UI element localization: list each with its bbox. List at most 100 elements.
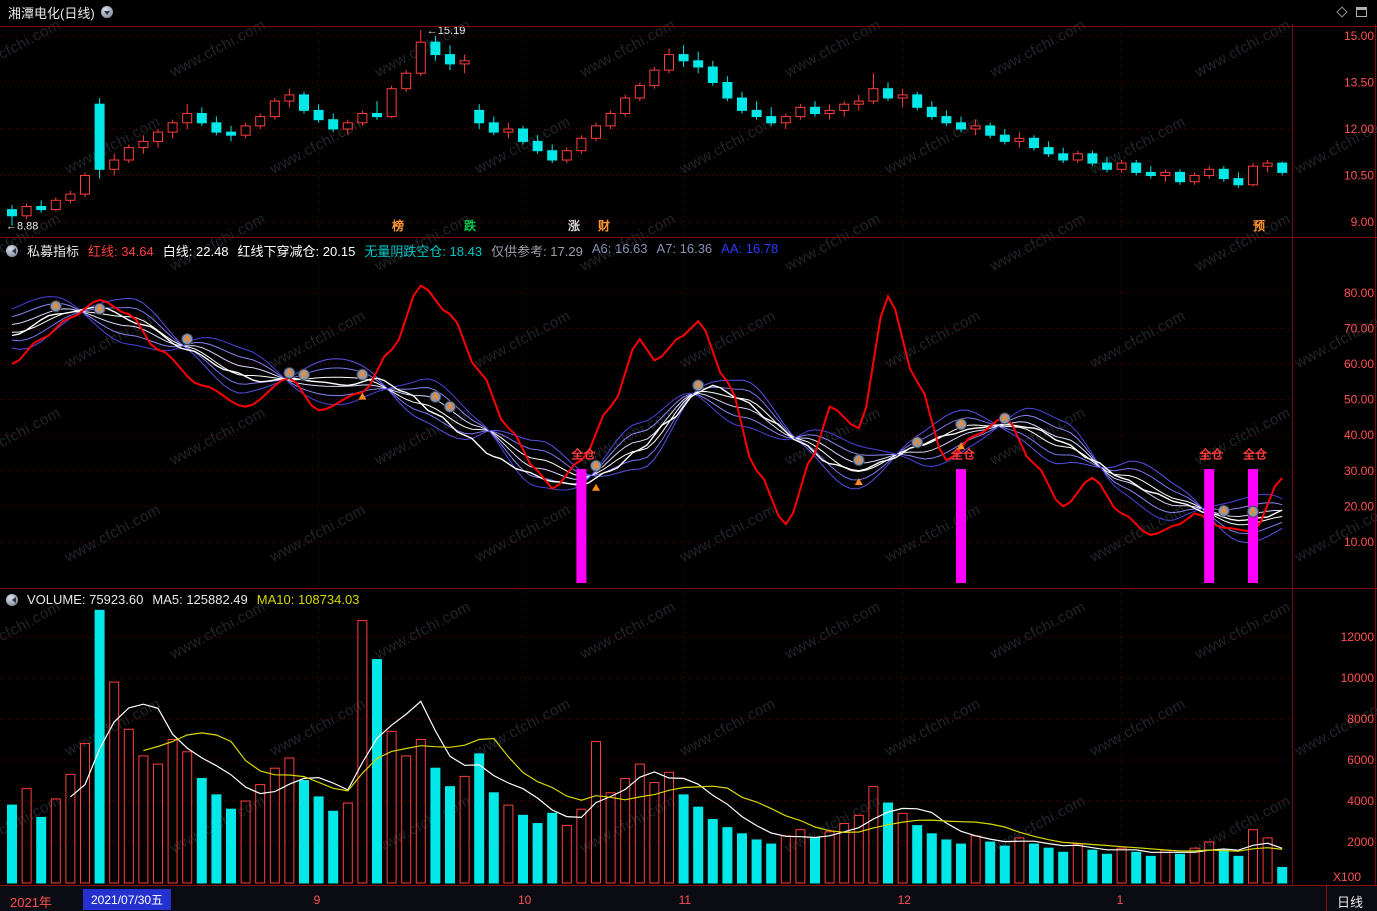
axis-label: 10.50 — [1344, 169, 1374, 183]
axis-label: 10000 — [1341, 671, 1375, 685]
axis-label: 40.00 — [1344, 428, 1374, 442]
price-annotation: ←8.88 — [6, 221, 38, 233]
window-icon[interactable] — [1356, 7, 1367, 17]
axis-label: 12.00 — [1344, 122, 1374, 136]
full-position-bar — [576, 469, 587, 583]
separator — [0, 26, 1377, 27]
candles — [7, 30, 1288, 226]
climber-icon — [444, 400, 456, 413]
axis-label: 2000 — [1347, 835, 1374, 849]
field: MA5: 125882.49 — [152, 592, 248, 607]
climber-icon — [1217, 504, 1230, 517]
collapse-icon[interactable] — [6, 593, 18, 606]
axis-label: 6000 — [1347, 753, 1374, 767]
climber-icon — [692, 379, 705, 392]
ma5-line — [70, 700, 1283, 853]
field: 无量阴跌空仓: 18.43 — [364, 244, 483, 259]
ribbon-line — [11, 306, 1283, 535]
axis-label: 13.50 — [1344, 76, 1374, 90]
field: A6: 16.63 — [591, 241, 648, 256]
climber-icon — [49, 300, 62, 313]
white-line — [11, 306, 1283, 522]
climber-icon — [93, 302, 106, 315]
climber-icon — [955, 418, 967, 431]
divider — [1326, 886, 1327, 911]
period-label[interactable]: 日线 — [1337, 895, 1364, 910]
date-selected[interactable]: 2021/07/30五 — [83, 889, 172, 910]
diamond-icon[interactable] — [1336, 6, 1348, 18]
ribbon-line — [11, 297, 1283, 544]
price-annotation: ←15.19 — [427, 25, 466, 37]
volume-bars — [7, 609, 1288, 884]
ribbon-line — [11, 296, 1283, 521]
collapse-icon[interactable] — [6, 244, 18, 257]
axis-label: 10.00 — [1344, 535, 1374, 549]
field: AA: 16.78 — [721, 241, 779, 256]
dropdown-icon[interactable] — [100, 6, 113, 18]
ribbon-line — [11, 308, 1283, 518]
year-label: 2021年 — [10, 895, 52, 910]
month-label: 10 — [518, 893, 532, 907]
axis-label: 50.00 — [1344, 393, 1374, 407]
arrow-marker — [957, 442, 965, 450]
arrow-marker — [358, 392, 367, 400]
axis-label: 30.00 — [1344, 464, 1374, 478]
indicator-chart[interactable]: 80.00 70.00 60.00 50.00 40.00 30.00 20.00 10.00… — [0, 237, 1377, 588]
axis-label: 9.00 — [1351, 215, 1375, 229]
titlebar-icons — [1336, 6, 1367, 18]
axis-label: 4000 — [1347, 794, 1374, 808]
field: 白线: 22.48 — [162, 244, 229, 259]
stock-title: 湘潭电化(日线) — [8, 5, 95, 21]
climber-icon — [852, 454, 865, 467]
ribbon-line — [11, 302, 1283, 514]
axis-label: 60.00 — [1344, 357, 1374, 371]
status-bar: 2021年 2021/07/30五 日线 9 10 11 12 1 — [0, 885, 1377, 911]
volume-chart[interactable]: 12000 10000 8000 6000 4000 2000 — [0, 588, 1377, 885]
full-position-bar — [956, 469, 966, 583]
climber-icon — [590, 459, 602, 472]
event-badge[interactable]: 涨 — [568, 218, 580, 233]
axis-label: 20.00 — [1344, 499, 1374, 513]
climber-icon — [429, 390, 442, 403]
title-bar: 湘潭电化(日线) — [0, 0, 1377, 24]
indicator-name[interactable]: 私募指标 — [27, 244, 80, 259]
month-label: 9 — [313, 893, 321, 907]
event-badge[interactable]: 跌 — [464, 218, 477, 233]
event-badge[interactable]: 财 — [597, 218, 610, 233]
climber-icon — [998, 412, 1011, 425]
month-label: 12 — [897, 893, 911, 907]
field: VOLUME: 75923.60 — [27, 592, 144, 607]
axis-label: 12000 — [1341, 630, 1375, 644]
field: MA10: 108734.03 — [256, 592, 360, 607]
signal-label: 全仓 — [1242, 446, 1268, 461]
signal-label: 全仓 — [1198, 446, 1224, 461]
indicator-values: 红线: 34.64 白线: 22.48 红线下穿减仓: 20.15 无量阴跌空仓: 1… — [88, 241, 778, 260]
full-position-bar — [1204, 469, 1215, 583]
month-label: 1 — [1116, 893, 1124, 907]
volume-values: VOLUME: 75923.60 MA5: 125882.49 MA10: 1087… — [27, 592, 359, 607]
volume-header: VOLUME: 75923.60 MA5: 125882.49 MA10: 1087… — [6, 592, 359, 607]
separator — [0, 588, 1377, 589]
climber-icon — [911, 436, 924, 449]
candlestick-chart[interactable]: 15.00 13.50 12.00 10.50 9.00 ←15.19 ←8.88 榜 跌 涨 财 预 — [0, 24, 1377, 237]
separator — [0, 237, 1377, 238]
arrow-marker — [854, 478, 863, 486]
field: 红线: 34.64 — [88, 244, 154, 259]
climber-icon — [1247, 505, 1259, 518]
event-badge[interactable]: 预 — [1253, 219, 1265, 233]
axis-separator — [1292, 24, 1293, 885]
climber-icon — [283, 367, 296, 380]
red-line — [11, 284, 1283, 536]
right-border — [1375, 24, 1376, 885]
volume-unit: X100 — [1333, 870, 1362, 884]
field: 仅供参考: 17.29 — [491, 244, 583, 259]
field: A7: 16.36 — [656, 241, 713, 256]
full-position-bar — [1248, 469, 1258, 583]
signal-label: 全仓 — [570, 446, 596, 461]
month-label: 11 — [678, 893, 692, 907]
event-badge[interactable]: 榜 — [392, 218, 404, 233]
ribbon-line — [11, 311, 1283, 526]
field: 红线下穿减仓: 20.15 — [237, 244, 356, 259]
axis-label: 70.00 — [1344, 321, 1374, 335]
climber-icon — [181, 333, 194, 346]
